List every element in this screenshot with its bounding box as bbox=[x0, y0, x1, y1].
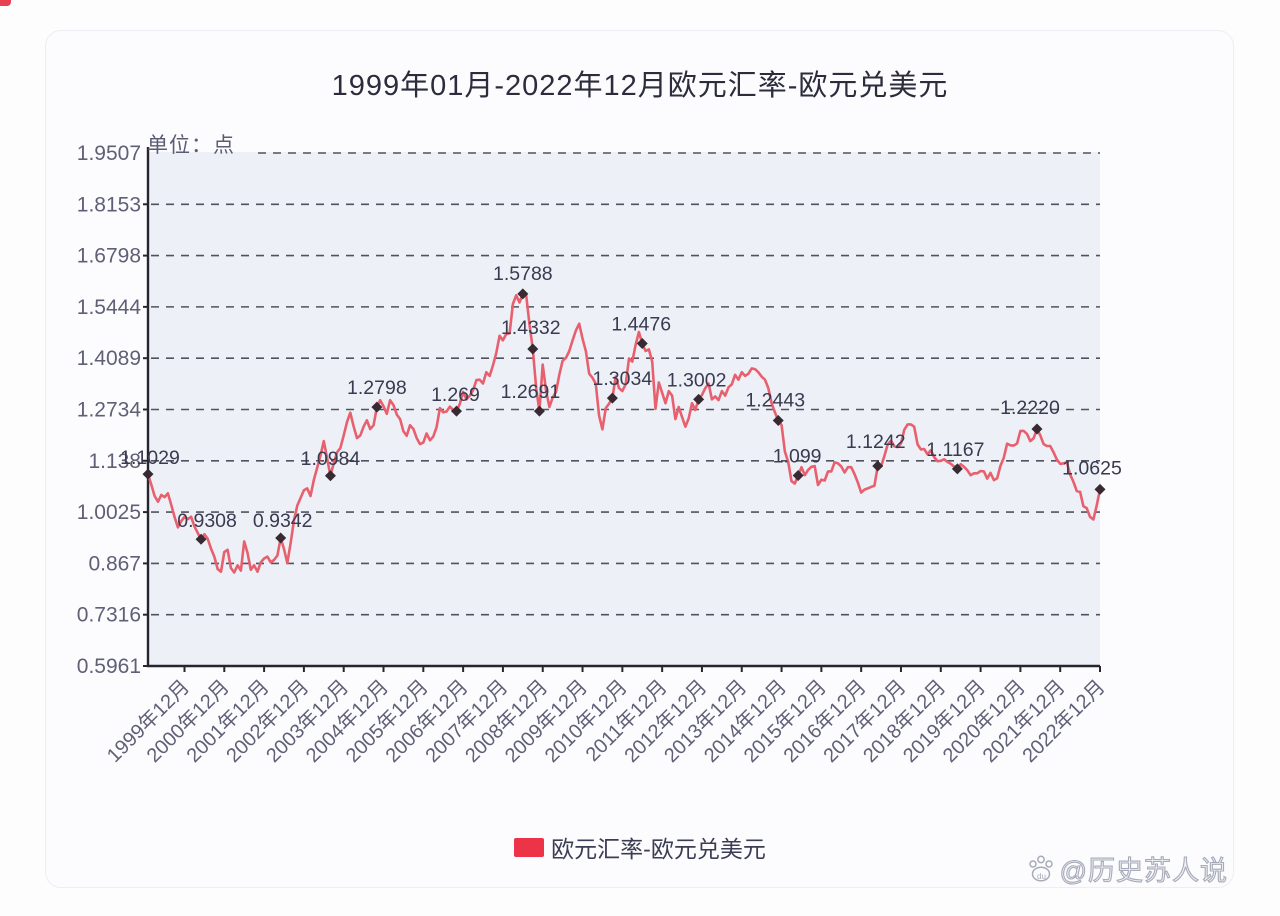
legend: 欧元汇率-欧元兑美元 bbox=[0, 830, 1280, 864]
exchange-rate-line bbox=[146, 292, 1102, 574]
data-point-marker bbox=[1094, 483, 1106, 495]
data-point-marker bbox=[772, 415, 784, 427]
data-point-label: 1.3002 bbox=[667, 369, 727, 391]
data-point-label: 1.1242 bbox=[846, 431, 906, 453]
y-axis-tick-label: 1.5444 bbox=[77, 296, 142, 319]
watermark: du @历史苏人说 bbox=[1026, 849, 1228, 888]
data-point-label: 0.9308 bbox=[177, 510, 237, 532]
y-axis-tick-label: 1.0025 bbox=[77, 501, 141, 524]
data-point-marker bbox=[636, 338, 648, 350]
baidu-paw-icon: du bbox=[1028, 855, 1053, 882]
data-point-marker bbox=[195, 533, 207, 545]
y-axis-tick-label: 0.867 bbox=[88, 552, 141, 575]
data-point-marker bbox=[517, 288, 529, 300]
data-point-marker bbox=[275, 532, 287, 544]
data-point-label: 1.0984 bbox=[301, 448, 361, 470]
data-point-label: 0.9342 bbox=[253, 510, 313, 532]
unit-label: 单位：点 bbox=[147, 134, 235, 157]
data-point-marker bbox=[792, 470, 804, 482]
data-point-marker bbox=[951, 463, 963, 475]
data-point-label: 1.1167 bbox=[926, 439, 984, 461]
y-axis-tick-label: 1.138 bbox=[88, 450, 141, 473]
data-point-label: 1.2691 bbox=[501, 381, 561, 403]
data-point-label: 1.2220 bbox=[1000, 397, 1060, 419]
chart-title: 1999年01月-2022年12月欧元汇率-欧元兑美元 bbox=[331, 70, 949, 102]
data-point-label: 1.3034 bbox=[593, 368, 653, 390]
data-point-marker bbox=[693, 393, 705, 405]
data-point-label: 1.4332 bbox=[501, 317, 561, 339]
data-point-label: 1.2798 bbox=[347, 377, 407, 399]
data-point-marker bbox=[527, 343, 539, 355]
data-point-label: 1.1029 bbox=[120, 447, 180, 469]
data-point-marker bbox=[872, 460, 884, 472]
data-point-marker bbox=[371, 401, 383, 413]
data-point-marker bbox=[1031, 423, 1043, 435]
axes bbox=[146, 147, 1100, 668]
y-axis-tick-label: 1.4089 bbox=[77, 347, 141, 370]
data-point-label: 1.4476 bbox=[611, 314, 671, 336]
corner-red-mark bbox=[0, 0, 11, 6]
data-point-marker bbox=[450, 405, 462, 417]
data-point-marker bbox=[533, 405, 545, 417]
legend-label: 欧元汇率-欧元兑美元 bbox=[551, 836, 766, 862]
y-axis-tick-label: 1.2734 bbox=[77, 399, 142, 422]
data-point-marker bbox=[142, 468, 154, 480]
legend-swatch bbox=[514, 837, 545, 857]
data-point-marker bbox=[324, 470, 336, 482]
y-axis-tick-label: 1.9507 bbox=[77, 142, 141, 165]
data-point-marker bbox=[606, 392, 618, 404]
y-axis-tick-label: 1.8153 bbox=[77, 193, 141, 216]
data-point-label: 1.5788 bbox=[493, 263, 553, 285]
data-point-label: 1.2443 bbox=[745, 390, 805, 412]
paw-du-text: du bbox=[1037, 872, 1046, 881]
data-point-label: 1.099 bbox=[773, 446, 822, 468]
data-point-label: 1.0625 bbox=[1062, 457, 1122, 479]
y-axis-tick-label: 0.5961 bbox=[77, 655, 141, 678]
y-axis-tick-label: 0.7316 bbox=[77, 604, 141, 627]
data-point-label: 1.269 bbox=[431, 384, 480, 406]
y-axis-tick-label: 1.6798 bbox=[77, 245, 141, 268]
watermark-text: @历史苏人说 bbox=[1059, 855, 1228, 886]
